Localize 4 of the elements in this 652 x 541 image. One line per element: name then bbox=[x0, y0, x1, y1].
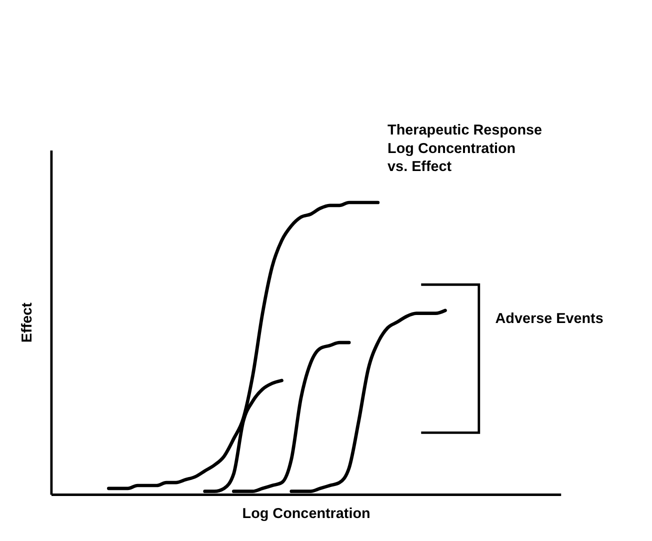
text: Therapeutic Response Log Concentration vs. Effect bbox=[388, 122, 542, 176]
y-axis-title: Effect bbox=[19, 302, 36, 343]
x-axis-title: Log Concentration bbox=[242, 506, 370, 522]
annotation: Adverse Events bbox=[495, 311, 604, 328]
